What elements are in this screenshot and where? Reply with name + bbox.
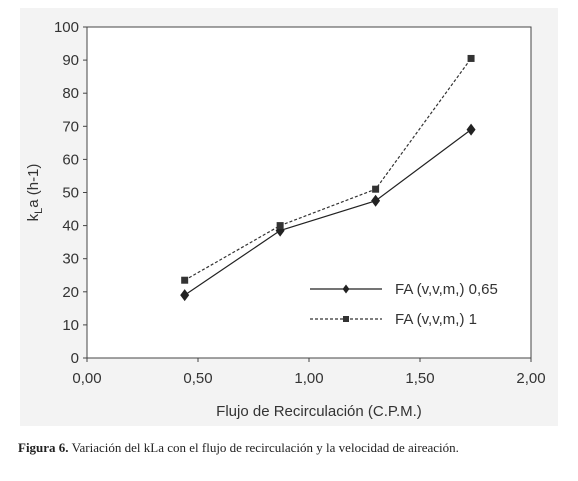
x-tick-label: 1,50 xyxy=(405,370,434,387)
series-1 xyxy=(180,123,476,302)
y-axis-title: kLa (h-1) xyxy=(25,164,45,222)
x-tick-label: 1,00 xyxy=(294,370,323,387)
data-point-marker xyxy=(371,194,381,207)
legend-label: FA (v,v,m,) 0,65 xyxy=(395,281,498,298)
y-tick-label: 40 xyxy=(62,218,79,235)
caption-text: Variación del kLa con el flujo de recirc… xyxy=(68,440,459,455)
line-chart: 0 10 20 30 40 50 60 70 80 90 100 0,00 0,50 1,00 1,50 2,… xyxy=(20,8,558,426)
y-tick-label: 60 xyxy=(62,151,79,168)
data-point-marker xyxy=(342,284,350,294)
y-axis-title-subscript: L xyxy=(33,208,45,214)
y-tick-label: 90 xyxy=(62,52,79,69)
data-point-marker xyxy=(181,276,189,284)
y-tick-label: 30 xyxy=(62,251,79,268)
y-tick-label: 0 xyxy=(71,350,79,367)
y-tick-label: 100 xyxy=(54,19,79,36)
series-layer xyxy=(180,54,476,302)
y-tick-label: 70 xyxy=(62,118,79,135)
y-axis-title-rest: a (h-1) xyxy=(25,164,42,208)
y-tick-label: 20 xyxy=(62,284,79,301)
series-line xyxy=(184,58,472,281)
series-2 xyxy=(181,54,475,284)
y-tick-label: 80 xyxy=(62,85,79,102)
data-point-marker xyxy=(372,185,380,193)
plot-area xyxy=(87,27,531,358)
x-tick-label: 2,00 xyxy=(516,370,545,387)
caption-label: Figura 6. xyxy=(18,440,69,455)
data-point-marker xyxy=(180,289,190,302)
data-point-marker xyxy=(276,222,284,230)
y-axis-title-k: k xyxy=(25,213,42,221)
x-tick-label: 0,00 xyxy=(72,370,101,387)
figure-caption: Figura 6. Variación del kLa con el flujo… xyxy=(18,440,578,456)
legend-label: FA (v,v,m,) 1 xyxy=(395,311,477,328)
y-tick-label: 50 xyxy=(62,185,79,202)
data-point-marker xyxy=(466,123,476,136)
data-point-marker xyxy=(467,54,475,62)
y-tick-label: 10 xyxy=(62,317,79,334)
data-point-marker xyxy=(343,316,349,322)
x-axis-title: Flujo de Recirculación (C.P.M.) xyxy=(216,403,422,420)
axes: 0 10 20 30 40 50 60 70 80 90 100 0,00 0,50 1,00 1,50 2,… xyxy=(54,19,546,387)
legend: FA (v,v,m,) 0,65 FA (v,v,m,) 1 xyxy=(310,281,498,328)
x-tick-label: 0,50 xyxy=(183,370,212,387)
series-line xyxy=(184,129,472,296)
